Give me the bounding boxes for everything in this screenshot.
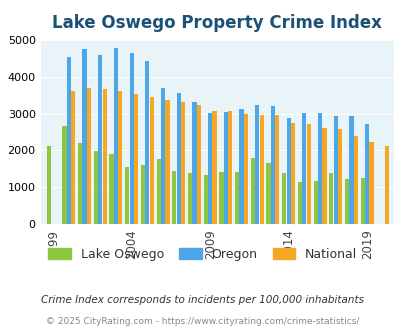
Bar — [228, 111, 232, 224]
Bar — [145, 61, 149, 224]
Bar — [254, 105, 259, 224]
Bar — [297, 182, 301, 224]
Bar — [219, 172, 223, 224]
Bar — [384, 146, 388, 224]
Bar — [149, 96, 153, 224]
Bar — [141, 165, 145, 224]
Bar — [322, 128, 326, 224]
Bar — [47, 146, 51, 224]
Bar — [118, 91, 122, 224]
Bar — [172, 171, 176, 224]
Text: Crime Index corresponds to incidents per 100,000 inhabitants: Crime Index corresponds to incidents per… — [41, 295, 364, 305]
Bar — [234, 172, 239, 224]
Bar — [290, 123, 294, 224]
Bar — [239, 109, 243, 224]
Bar — [160, 88, 165, 224]
Bar — [344, 179, 348, 224]
Bar — [281, 173, 286, 224]
Bar — [71, 91, 75, 224]
Bar — [109, 154, 113, 224]
Bar — [266, 163, 270, 224]
Bar — [301, 113, 306, 224]
Bar — [134, 94, 138, 224]
Bar — [129, 52, 133, 224]
Bar — [270, 107, 274, 224]
Bar — [369, 142, 373, 224]
Bar — [348, 116, 353, 224]
Bar — [360, 178, 364, 224]
Bar — [98, 55, 102, 224]
Bar — [275, 115, 279, 224]
Legend: Lake Oswego, Oregon, National: Lake Oswego, Oregon, National — [43, 243, 362, 266]
Bar — [207, 113, 212, 224]
Bar — [113, 48, 118, 224]
Bar — [203, 175, 207, 224]
Title: Lake Oswego Property Crime Index: Lake Oswego Property Crime Index — [52, 15, 381, 32]
Bar — [337, 129, 341, 224]
Bar — [223, 112, 227, 224]
Bar — [328, 173, 333, 224]
Bar — [181, 102, 185, 224]
Bar — [176, 93, 180, 224]
Bar — [243, 114, 247, 224]
Bar — [353, 136, 357, 224]
Bar — [286, 117, 290, 224]
Bar — [94, 151, 98, 224]
Bar — [196, 105, 200, 224]
Bar — [333, 116, 337, 224]
Bar — [102, 89, 107, 224]
Bar — [212, 111, 216, 224]
Bar — [313, 181, 317, 224]
Bar — [306, 124, 310, 224]
Bar — [364, 124, 368, 224]
Bar — [78, 143, 82, 224]
Bar — [317, 113, 321, 224]
Text: © 2025 CityRating.com - https://www.cityrating.com/crime-statistics/: © 2025 CityRating.com - https://www.city… — [46, 317, 359, 326]
Bar — [188, 173, 192, 224]
Bar — [259, 115, 263, 224]
Bar — [66, 57, 71, 224]
Bar — [156, 159, 160, 224]
Bar — [165, 100, 169, 224]
Bar — [62, 126, 66, 224]
Bar — [192, 102, 196, 224]
Bar — [82, 49, 86, 224]
Bar — [87, 88, 91, 224]
Bar — [125, 167, 129, 224]
Bar — [250, 158, 254, 224]
